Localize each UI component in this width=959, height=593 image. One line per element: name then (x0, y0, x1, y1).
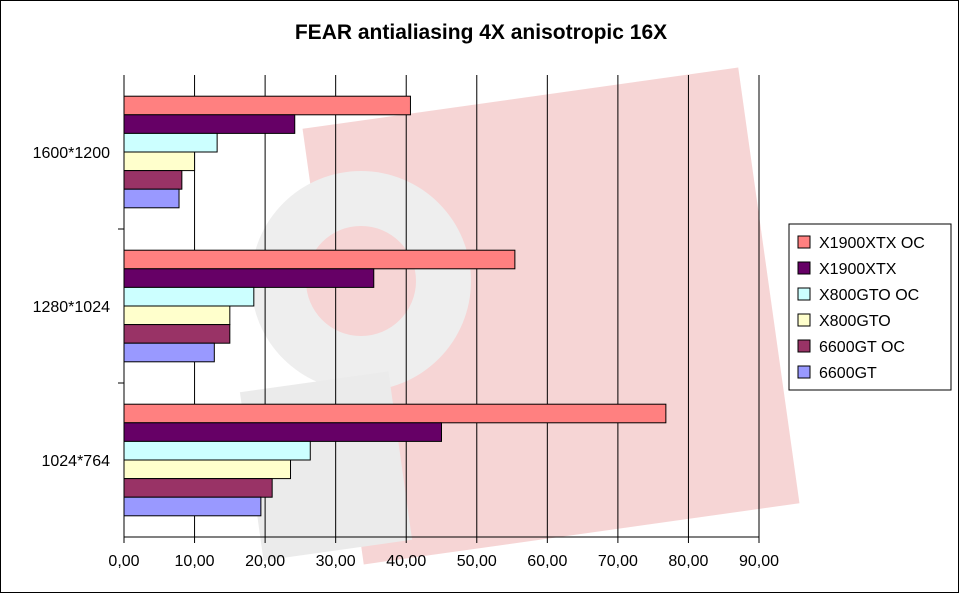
legend-swatch (797, 313, 811, 327)
legend-swatch (797, 235, 811, 249)
bar (123, 286, 255, 307)
x-tick-label: 90,00 (739, 553, 779, 570)
bar (123, 422, 442, 442)
graphics-card-watermark (239, 67, 800, 565)
bar (123, 459, 292, 480)
bar (123, 305, 231, 326)
x-tick-label: 70,00 (598, 553, 638, 570)
legend-swatch (797, 339, 811, 353)
legend-label: 6600GT (819, 365, 877, 382)
legend-swatch (797, 261, 811, 275)
bar (123, 478, 273, 498)
legend: X1900XTX OC X1900XTX X800GTO OC X800GTO 6600… (788, 223, 952, 391)
category-label: 1024*764 (41, 453, 110, 470)
bars (123, 95, 667, 517)
legend-label: X800GTO OC (819, 287, 919, 304)
bar (123, 95, 411, 116)
bar (123, 132, 218, 153)
bar (123, 188, 180, 209)
bar (123, 151, 196, 172)
legend-label: 6600GT OC (819, 339, 905, 356)
axes: 0,00 10,00 20,00 30,00 40,00 50,00 60,00 70,00 8… (33, 75, 779, 570)
bar (123, 268, 375, 288)
legend-swatch (797, 365, 811, 379)
x-tick-label: 10,00 (175, 553, 215, 570)
x-tick-label: 80,00 (668, 553, 708, 570)
x-tick-label: 60,00 (527, 553, 567, 570)
legend-label: X800GTO (819, 313, 891, 330)
chart-title: FEAR antialiasing 4X anisotropic 16X (295, 21, 667, 44)
x-tick-label: 40,00 (386, 553, 426, 570)
legend-box (788, 223, 952, 391)
legend-label: X1900XTX OC (819, 235, 925, 252)
bar (123, 440, 311, 461)
x-tick-label: 0,00 (108, 553, 139, 570)
bar (123, 249, 516, 270)
bar (123, 170, 183, 190)
bar (123, 324, 231, 344)
bar (123, 403, 667, 424)
bar (123, 342, 215, 363)
category-label: 1280*1024 (33, 299, 111, 316)
legend-swatch (797, 287, 811, 301)
bar (123, 496, 262, 517)
category-label: 1600*1200 (33, 145, 111, 162)
legend-label: X1900XTX (819, 261, 897, 278)
x-tick-label: 20,00 (245, 553, 285, 570)
x-tick-label: 50,00 (457, 553, 497, 570)
x-tick-label: 30,00 (316, 553, 356, 570)
bar (123, 114, 296, 134)
